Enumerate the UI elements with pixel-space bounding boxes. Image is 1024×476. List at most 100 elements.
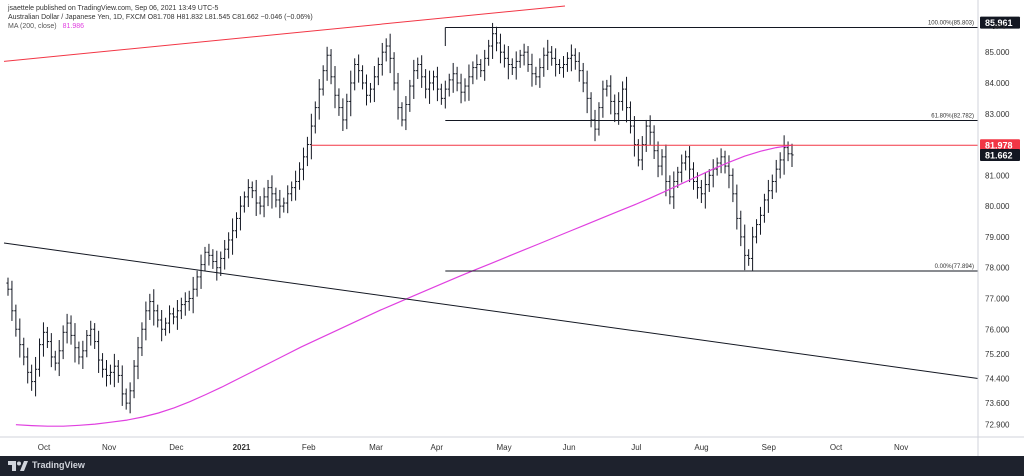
candle (112, 353, 116, 388)
candle (89, 320, 93, 346)
tradingview-brand[interactable]: TradingView (32, 460, 85, 470)
x-tick-label: Jul (631, 443, 641, 452)
candle (518, 49, 522, 68)
candle (672, 171, 676, 209)
candle (703, 172, 707, 209)
x-tick-label: 2021 (233, 443, 251, 452)
candle (656, 141, 660, 178)
price-badge-bg (980, 16, 1020, 29)
candle (617, 92, 621, 125)
candle (467, 64, 471, 101)
x-tick-label: Feb (302, 443, 316, 452)
candle (167, 305, 172, 334)
candle (73, 323, 77, 363)
candle (227, 232, 231, 259)
symbol-ohlc: Australian Dollar / Japanese Yen, 1D, FX… (8, 14, 313, 21)
plot-area[interactable]: 100.00%(85.803) 61.80%(82.782) 0.00%(77.89… (3, 5, 979, 427)
candle (152, 289, 156, 326)
y-tick-label: 77.000 (985, 294, 1010, 303)
candle (447, 73, 451, 97)
candle (589, 92, 593, 128)
candle (388, 33, 392, 74)
candle (475, 54, 479, 80)
candle (731, 168, 735, 203)
candle (144, 301, 148, 341)
price-badge-bg (980, 139, 1020, 152)
axes: 85.000 84.000 83.000 81.000 80.000 79.000 78.0… (0, 0, 1024, 456)
candle (372, 66, 376, 103)
candle (609, 75, 613, 115)
ma-label: MA (200, close) (8, 23, 57, 30)
candle (128, 382, 132, 414)
candle (561, 56, 566, 78)
candle (479, 59, 483, 78)
candle (219, 251, 223, 276)
candle (325, 46, 329, 81)
candle (97, 330, 101, 373)
tradingview-logo-icon[interactable] (8, 461, 28, 471)
candle (191, 276, 195, 314)
candle (636, 139, 640, 167)
x-tick-label: Oct (830, 443, 843, 452)
candle (624, 76, 629, 123)
ma-indicator-line[interactable]: MA (200, close) 81.986 (8, 23, 84, 30)
candle (680, 154, 684, 183)
price-badge[interactable]: 85.961 (980, 16, 1020, 29)
candle (573, 48, 577, 70)
candle (754, 219, 759, 244)
candle (353, 58, 357, 91)
candle (751, 226, 755, 271)
candle (435, 66, 440, 102)
candle (333, 66, 337, 109)
fib-level-label: 0.00%(77.894) (935, 264, 974, 270)
candle (620, 81, 625, 111)
fib-level-label: 100.00%(85.803) (928, 20, 974, 26)
x-tick-label: Nov (102, 443, 116, 452)
y-tick-label: 85.000 (985, 48, 1010, 57)
candle (211, 249, 215, 269)
price-badge[interactable]: 81.978 (980, 139, 1020, 152)
candle (565, 52, 570, 72)
candle (538, 58, 542, 88)
upper-trendline[interactable] (3, 5, 566, 62)
price-badge-text: 81.978 (985, 141, 1013, 151)
lower-trendline[interactable] (3, 242, 979, 380)
candle (301, 147, 306, 181)
candle (10, 280, 14, 321)
x-tick-label: Nov (894, 443, 908, 452)
candle (179, 297, 183, 320)
candle (534, 66, 538, 86)
candle (81, 340, 85, 369)
currency-label: JPY (992, 22, 1007, 31)
candle (459, 73, 463, 104)
candle (297, 162, 302, 190)
y-tick-label: 73.600 (985, 399, 1010, 408)
candle (22, 337, 26, 366)
candle (364, 74, 369, 106)
candle (494, 26, 499, 52)
candle (258, 196, 262, 215)
candle (360, 65, 365, 90)
candle (53, 350, 57, 371)
candle (424, 69, 428, 99)
candle (61, 325, 65, 360)
candle (278, 189, 282, 219)
x-tick-label: Dec (169, 443, 183, 452)
candle (313, 101, 317, 134)
candle (329, 49, 333, 85)
candle (317, 79, 321, 120)
y-tick-label: 80.000 (985, 202, 1010, 211)
x-tick-label: Sep (762, 443, 777, 452)
candle (384, 38, 388, 62)
candle (148, 293, 152, 321)
candle (601, 80, 605, 118)
candle (290, 181, 294, 202)
candle (116, 360, 120, 383)
candle (30, 364, 34, 391)
price-badge[interactable]: 81.662 (980, 148, 1020, 161)
x-tick-label: May (496, 443, 511, 452)
candle (632, 116, 637, 157)
candle (242, 191, 246, 213)
